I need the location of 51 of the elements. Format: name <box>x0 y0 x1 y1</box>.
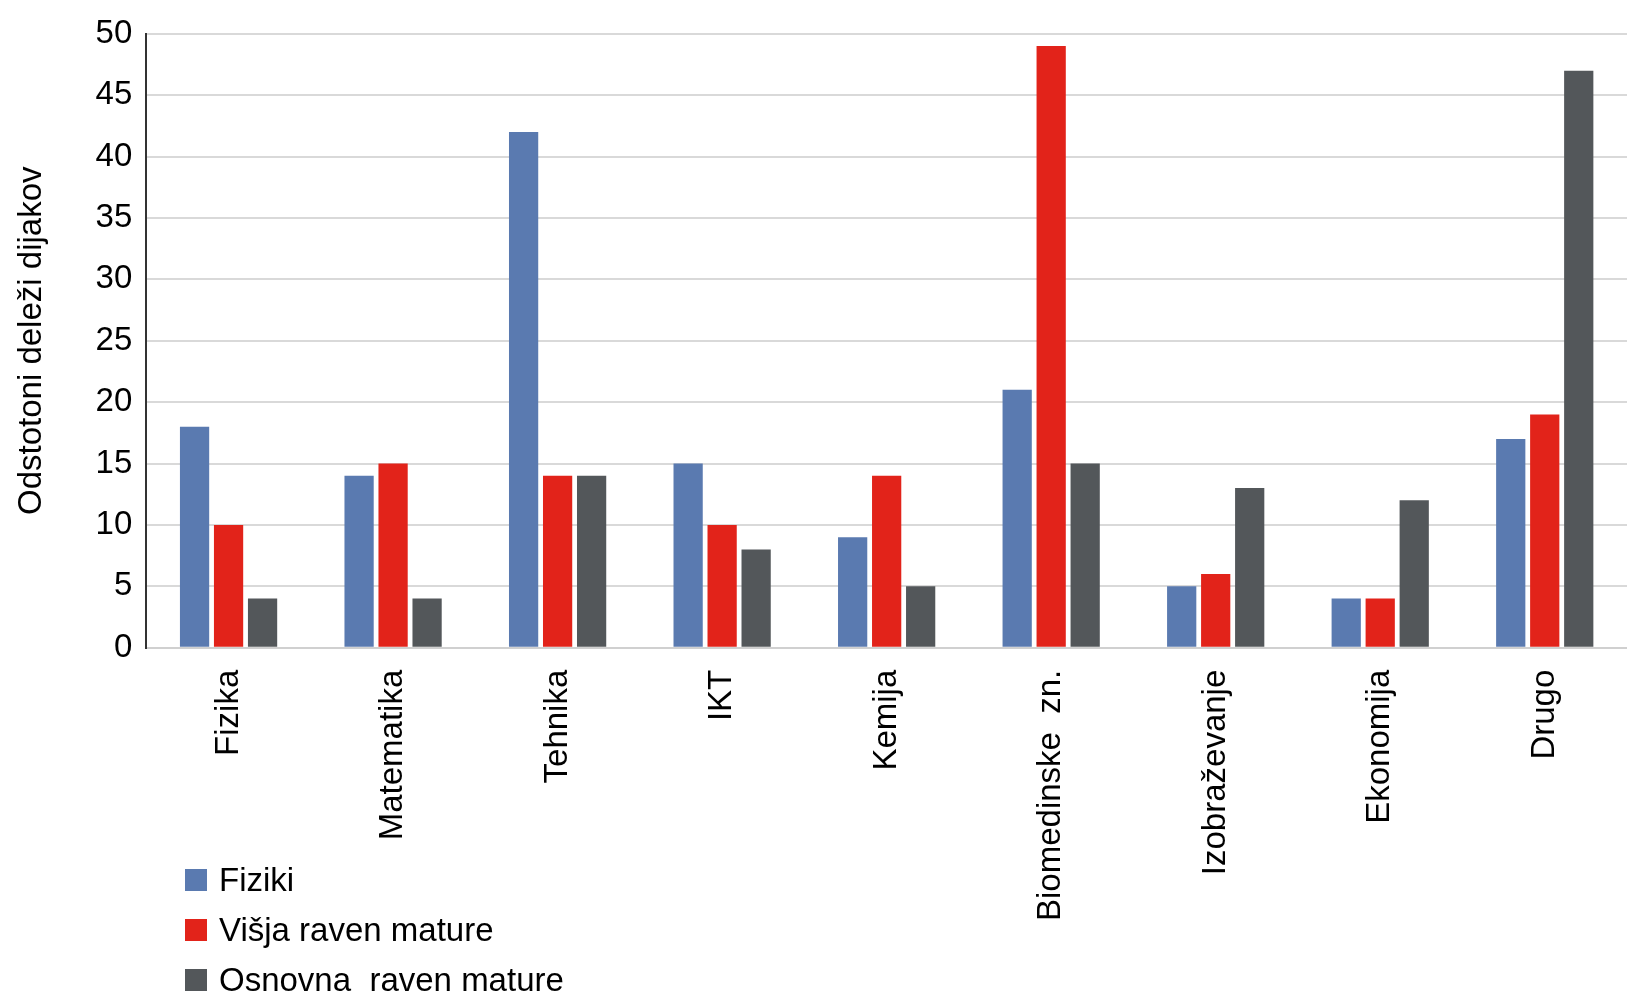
bar <box>707 524 737 647</box>
bar <box>1070 463 1100 647</box>
bar <box>247 598 278 647</box>
y-tick-label: 30 <box>95 258 133 296</box>
bar <box>1365 598 1395 647</box>
bar <box>741 549 771 647</box>
y-tick-label: 35 <box>95 197 133 235</box>
bar <box>508 132 539 647</box>
bar <box>1002 389 1032 647</box>
x-tick-label: Matematika <box>372 669 410 841</box>
bar <box>1201 574 1231 647</box>
y-tick-label: 10 <box>95 504 133 542</box>
bar <box>213 524 244 647</box>
x-tick-label: Izobraževanje <box>1194 669 1232 876</box>
x-tick-label: IKT <box>701 669 739 722</box>
bar <box>1167 586 1197 647</box>
y-tick-label: 45 <box>95 74 133 112</box>
y-tick-label: 0 <box>113 626 133 664</box>
y-tick-label: 5 <box>113 565 133 603</box>
x-tick-label: Drugo <box>1523 669 1561 760</box>
y-tick-label: 50 <box>95 12 133 50</box>
bar <box>872 475 902 647</box>
x-tick-label: Tehnika <box>536 669 574 784</box>
y-tick-label: 40 <box>95 135 133 173</box>
x-tick-label: Biomedinske zn. <box>1030 669 1068 922</box>
bar <box>1564 70 1594 647</box>
bar <box>412 598 442 647</box>
bar <box>1331 598 1361 647</box>
bar <box>576 475 607 647</box>
bar <box>1530 414 1560 647</box>
bar <box>344 475 374 647</box>
x-tick-label: Fizika <box>207 669 245 756</box>
legend-label: Osnovna raven mature <box>219 960 564 1000</box>
y-tick-label: 20 <box>95 381 133 419</box>
y-tick-label: 15 <box>95 442 133 480</box>
bar <box>838 537 868 647</box>
bar <box>1036 46 1066 647</box>
y-tick-label: 25 <box>95 319 133 357</box>
bar <box>378 463 408 647</box>
bar <box>906 586 936 647</box>
legend-label: Fiziki <box>219 860 295 900</box>
x-tick-label: Kemija <box>865 669 903 771</box>
bar <box>1235 488 1265 647</box>
bar <box>1399 500 1429 647</box>
legend-label: Višja raven mature <box>219 910 494 950</box>
bar <box>542 475 573 647</box>
bar <box>179 426 210 647</box>
y-axis-title: Odstotoni deleži dijakov <box>10 165 48 516</box>
x-tick-label: Ekonomija <box>1359 669 1397 824</box>
bar <box>1496 438 1526 647</box>
bar <box>673 463 703 647</box>
